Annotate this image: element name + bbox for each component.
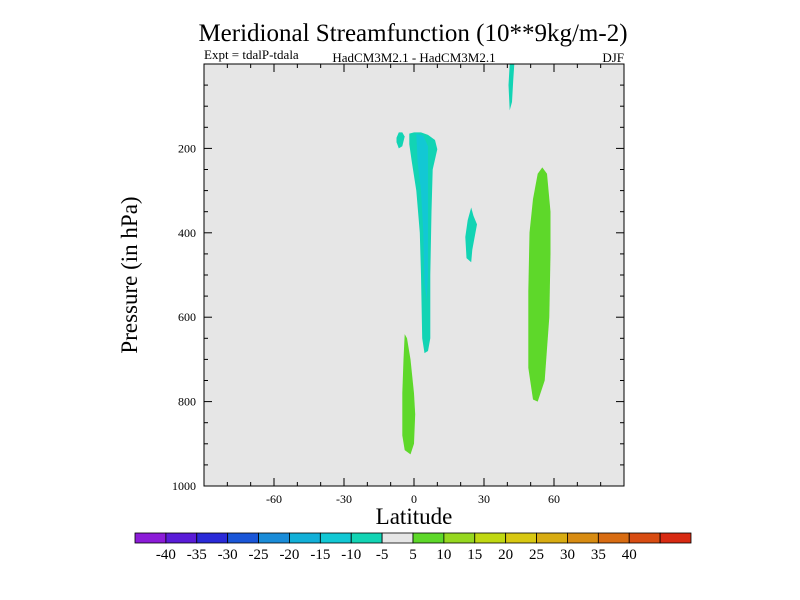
colorbar-swatch [227, 532, 259, 544]
colorbar-swatch [505, 532, 537, 544]
region-cyan-inner-core [416, 133, 428, 301]
x-axis-ticks: -60 -30 0 30 60 [266, 492, 560, 506]
y-axis-label: Pressure (in hPa) [117, 196, 142, 353]
colorbar-swatch [443, 532, 476, 544]
colorbar-swatch [319, 532, 352, 544]
colorbar-swatch [567, 532, 599, 544]
subtitle-experiment: Expt = tdalP-tdala [204, 47, 299, 62]
x-tick-label: -60 [266, 492, 282, 506]
colorbar-label: 25 [529, 547, 544, 563]
colorbar-swatch [536, 532, 568, 544]
y-tick-label: 400 [178, 226, 196, 240]
colorbar-label: 15 [467, 547, 482, 563]
region-cyan-small-8s [396, 132, 405, 149]
subtitle-models: HadCM3M2.1 - HadCM3M2.1 [332, 50, 495, 65]
colorbar-label: 10 [436, 547, 451, 563]
y-tick-label: 600 [178, 310, 196, 324]
colorbar-label: -15 [310, 547, 330, 563]
x-tick-label: 0 [411, 492, 417, 506]
y-tick-label: 1000 [172, 479, 196, 493]
colorbar-label: -30 [218, 547, 238, 563]
region-green-low-2s [402, 334, 416, 455]
colorbar-label: 40 [622, 547, 637, 563]
colorbar-swatch [628, 532, 661, 544]
colorbar: -40 -35 -30 -25 -20 -15 -10 -5 5 10 15 20 25 30 35 40 [134, 532, 692, 563]
colorbar-label: 35 [591, 547, 606, 563]
region-green-column-55n [528, 167, 551, 402]
colorbar-swatch [258, 532, 290, 544]
colorbar-swatch [165, 532, 198, 544]
colorbar-swatch [381, 532, 414, 544]
colorbar-label: 20 [498, 547, 513, 563]
x-tick-label: 60 [548, 492, 560, 506]
chart-title: Meridional Streamfunction (10**9kg/m-2) [198, 20, 627, 47]
colorbar-swatch [659, 532, 692, 544]
x-tick-label: -30 [336, 492, 352, 506]
colorbar-label: 5 [409, 547, 417, 563]
x-tick-label: 30 [478, 492, 490, 506]
colorbar-label: -10 [341, 547, 361, 563]
colorbar-swatch [289, 532, 321, 544]
colorbar-label: -5 [376, 547, 389, 563]
region-upper-cyan-40n [508, 64, 515, 111]
plot-frame [203, 63, 625, 487]
colorbar-swatch [474, 532, 507, 544]
region-cyan-column-equator [409, 132, 438, 354]
y-tick-label: 800 [178, 395, 196, 409]
region-cyan-small-23n [465, 207, 477, 263]
contour-regions [396, 64, 551, 455]
colorbar-label: -35 [187, 547, 207, 563]
colorbar-label: -20 [279, 547, 299, 563]
colorbar-swatch [350, 532, 383, 544]
y-axis-ticks: 200 400 600 800 1000 [172, 141, 196, 493]
colorbar-swatch [597, 532, 630, 544]
subtitle-season: DJF [602, 50, 624, 65]
y-tick-label: 200 [178, 141, 196, 155]
colorbar-swatch [196, 532, 229, 544]
x-axis-label: Latitude [376, 504, 453, 529]
colorbar-swatch [134, 532, 167, 544]
colorbar-label: -25 [249, 547, 269, 563]
colorbar-swatch [412, 532, 445, 544]
colorbar-label: 30 [560, 547, 575, 563]
colorbar-label: -40 [156, 547, 176, 563]
